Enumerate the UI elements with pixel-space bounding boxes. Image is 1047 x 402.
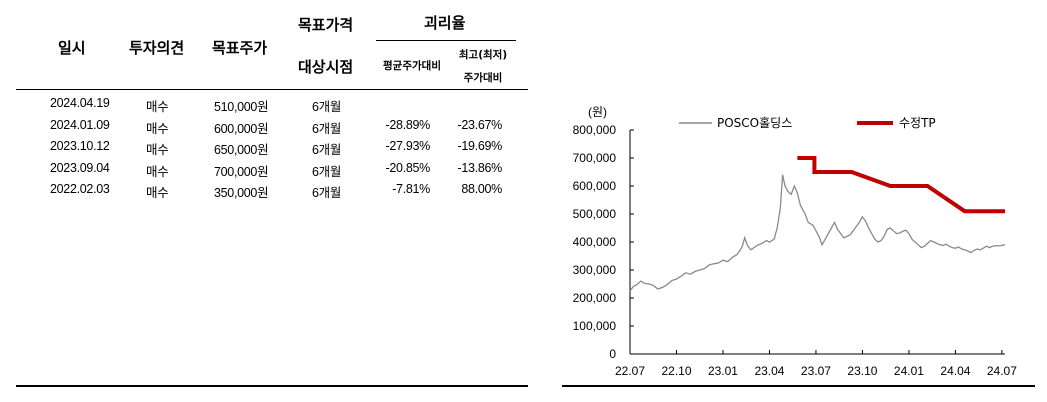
- header-target-period-line1: 목표가격: [298, 16, 354, 34]
- legend-label-posco-holdings: POSCO홀딩스: [717, 116, 792, 130]
- row-target-price: 650,000원: [214, 143, 269, 157]
- table-bottom-rule: [16, 385, 528, 387]
- legend-label-target-price: 수정TP: [899, 116, 936, 130]
- row-opinion: 매수: [146, 121, 169, 136]
- stock-price-chart: (원) 0 100,000 200,000 300,000 400,000 500,000 6…: [560, 94, 1035, 394]
- row-avg-divergence: -7.81%: [392, 182, 430, 196]
- x-tick-label: 23.01: [708, 364, 738, 378]
- y-tick-label: 400,000: [573, 235, 617, 249]
- chart-svg: (원) 0 100,000 200,000 300,000 400,000 500,000 6…: [573, 105, 1018, 378]
- row-opinion: 매수: [146, 143, 169, 157]
- x-tick-label: 22.07: [615, 364, 645, 378]
- y-tick-label: 600,000: [573, 179, 617, 193]
- row-target-period: 6개월: [312, 121, 342, 136]
- row-date: 2022.02.03: [50, 182, 110, 196]
- header-divergence: 괴리율: [424, 14, 466, 32]
- y-unit-label: (원): [588, 105, 607, 119]
- header-target-period-line2: 대상시점: [298, 58, 354, 76]
- row-target-period: 6개월: [312, 143, 342, 157]
- row-target-period: 6개월: [312, 164, 342, 179]
- y-tick-label: 500,000: [573, 207, 617, 221]
- row-avg-divergence: -28.89%: [385, 117, 431, 132]
- series-line-target-price: [797, 156, 1005, 214]
- y-tick-label: 0: [609, 347, 616, 361]
- x-tick-label: 23.07: [801, 364, 831, 378]
- row-target-price: 350,000원: [214, 186, 269, 200]
- table-row: 2024.01.09 매수 600,000원 6개월 -28.89% -23.67%: [16, 118, 528, 140]
- header-max-price-line2: 주가대비: [463, 72, 503, 84]
- header-bottom-rule: [16, 89, 528, 90]
- row-max-divergence: -23.67%: [457, 117, 503, 132]
- y-tick-label: 100,000: [573, 319, 617, 333]
- header-date: 일시: [58, 39, 86, 57]
- row-max-divergence: 88.00%: [461, 182, 502, 196]
- row-avg-divergence: -20.85%: [385, 160, 431, 175]
- table-row: 2023.09.04 매수 700,000원 6개월 -20.85% -13.86%: [16, 161, 528, 183]
- header-avg-price: 평균주가대비: [383, 60, 441, 72]
- row-avg-divergence: -27.93%: [385, 139, 431, 153]
- row-opinion: 매수: [146, 100, 169, 114]
- row-target-period: 6개월: [312, 186, 342, 200]
- chart-bottom-rule: [562, 385, 1035, 387]
- divergence-underline: [376, 40, 516, 41]
- y-tick-label: 300,000: [573, 263, 617, 277]
- row-max-divergence: -13.86%: [457, 160, 503, 175]
- x-tick-label: 24.04: [940, 364, 970, 378]
- row-date: 2024.01.09: [50, 117, 110, 132]
- row-opinion: 매수: [146, 164, 169, 179]
- y-tick-label: 700,000: [573, 151, 617, 165]
- row-target-price: 510,000원: [214, 100, 269, 114]
- row-target-period: 6개월: [312, 100, 342, 114]
- x-tick-label: 22.10: [661, 364, 691, 378]
- row-date: 2023.09.04: [50, 160, 110, 175]
- header-target-price: 목표주가: [212, 39, 268, 57]
- header-opinion: 투자의견: [129, 39, 185, 57]
- y-tick-label: 800,000: [573, 123, 617, 137]
- table-row: 2023.10.12 매수 650,000원 6개월 -27.93% -19.69%: [16, 139, 528, 161]
- row-target-price: 600,000원: [214, 121, 269, 136]
- row-target-price: 700,000원: [214, 164, 269, 179]
- table-row: 2024.04.19 매수 510,000원 6개월: [16, 96, 528, 118]
- x-tick-label: 23.04: [754, 364, 784, 378]
- row-date: 2023.10.12: [50, 139, 110, 153]
- target-price-table: 일시 투자의견 목표주가 목표가격 대상시점 괴리율 평균주가대비 최고(최저)…: [16, 0, 528, 402]
- table-row: 2022.02.03 매수 350,000원 6개월 -7.81% 88.00%: [16, 182, 528, 204]
- x-tick-label: 23.10: [847, 364, 877, 378]
- y-tick-label: 200,000: [573, 291, 617, 305]
- header-max-price-line1: 최고(최저): [458, 49, 508, 61]
- series-line-posco-holdings: [629, 174, 1006, 292]
- row-date: 2024.04.19: [50, 96, 110, 110]
- row-opinion: 매수: [146, 186, 169, 200]
- x-tick-label: 24.01: [894, 364, 924, 378]
- x-tick-label: 24.07: [987, 364, 1017, 378]
- row-max-divergence: -19.69%: [457, 139, 503, 153]
